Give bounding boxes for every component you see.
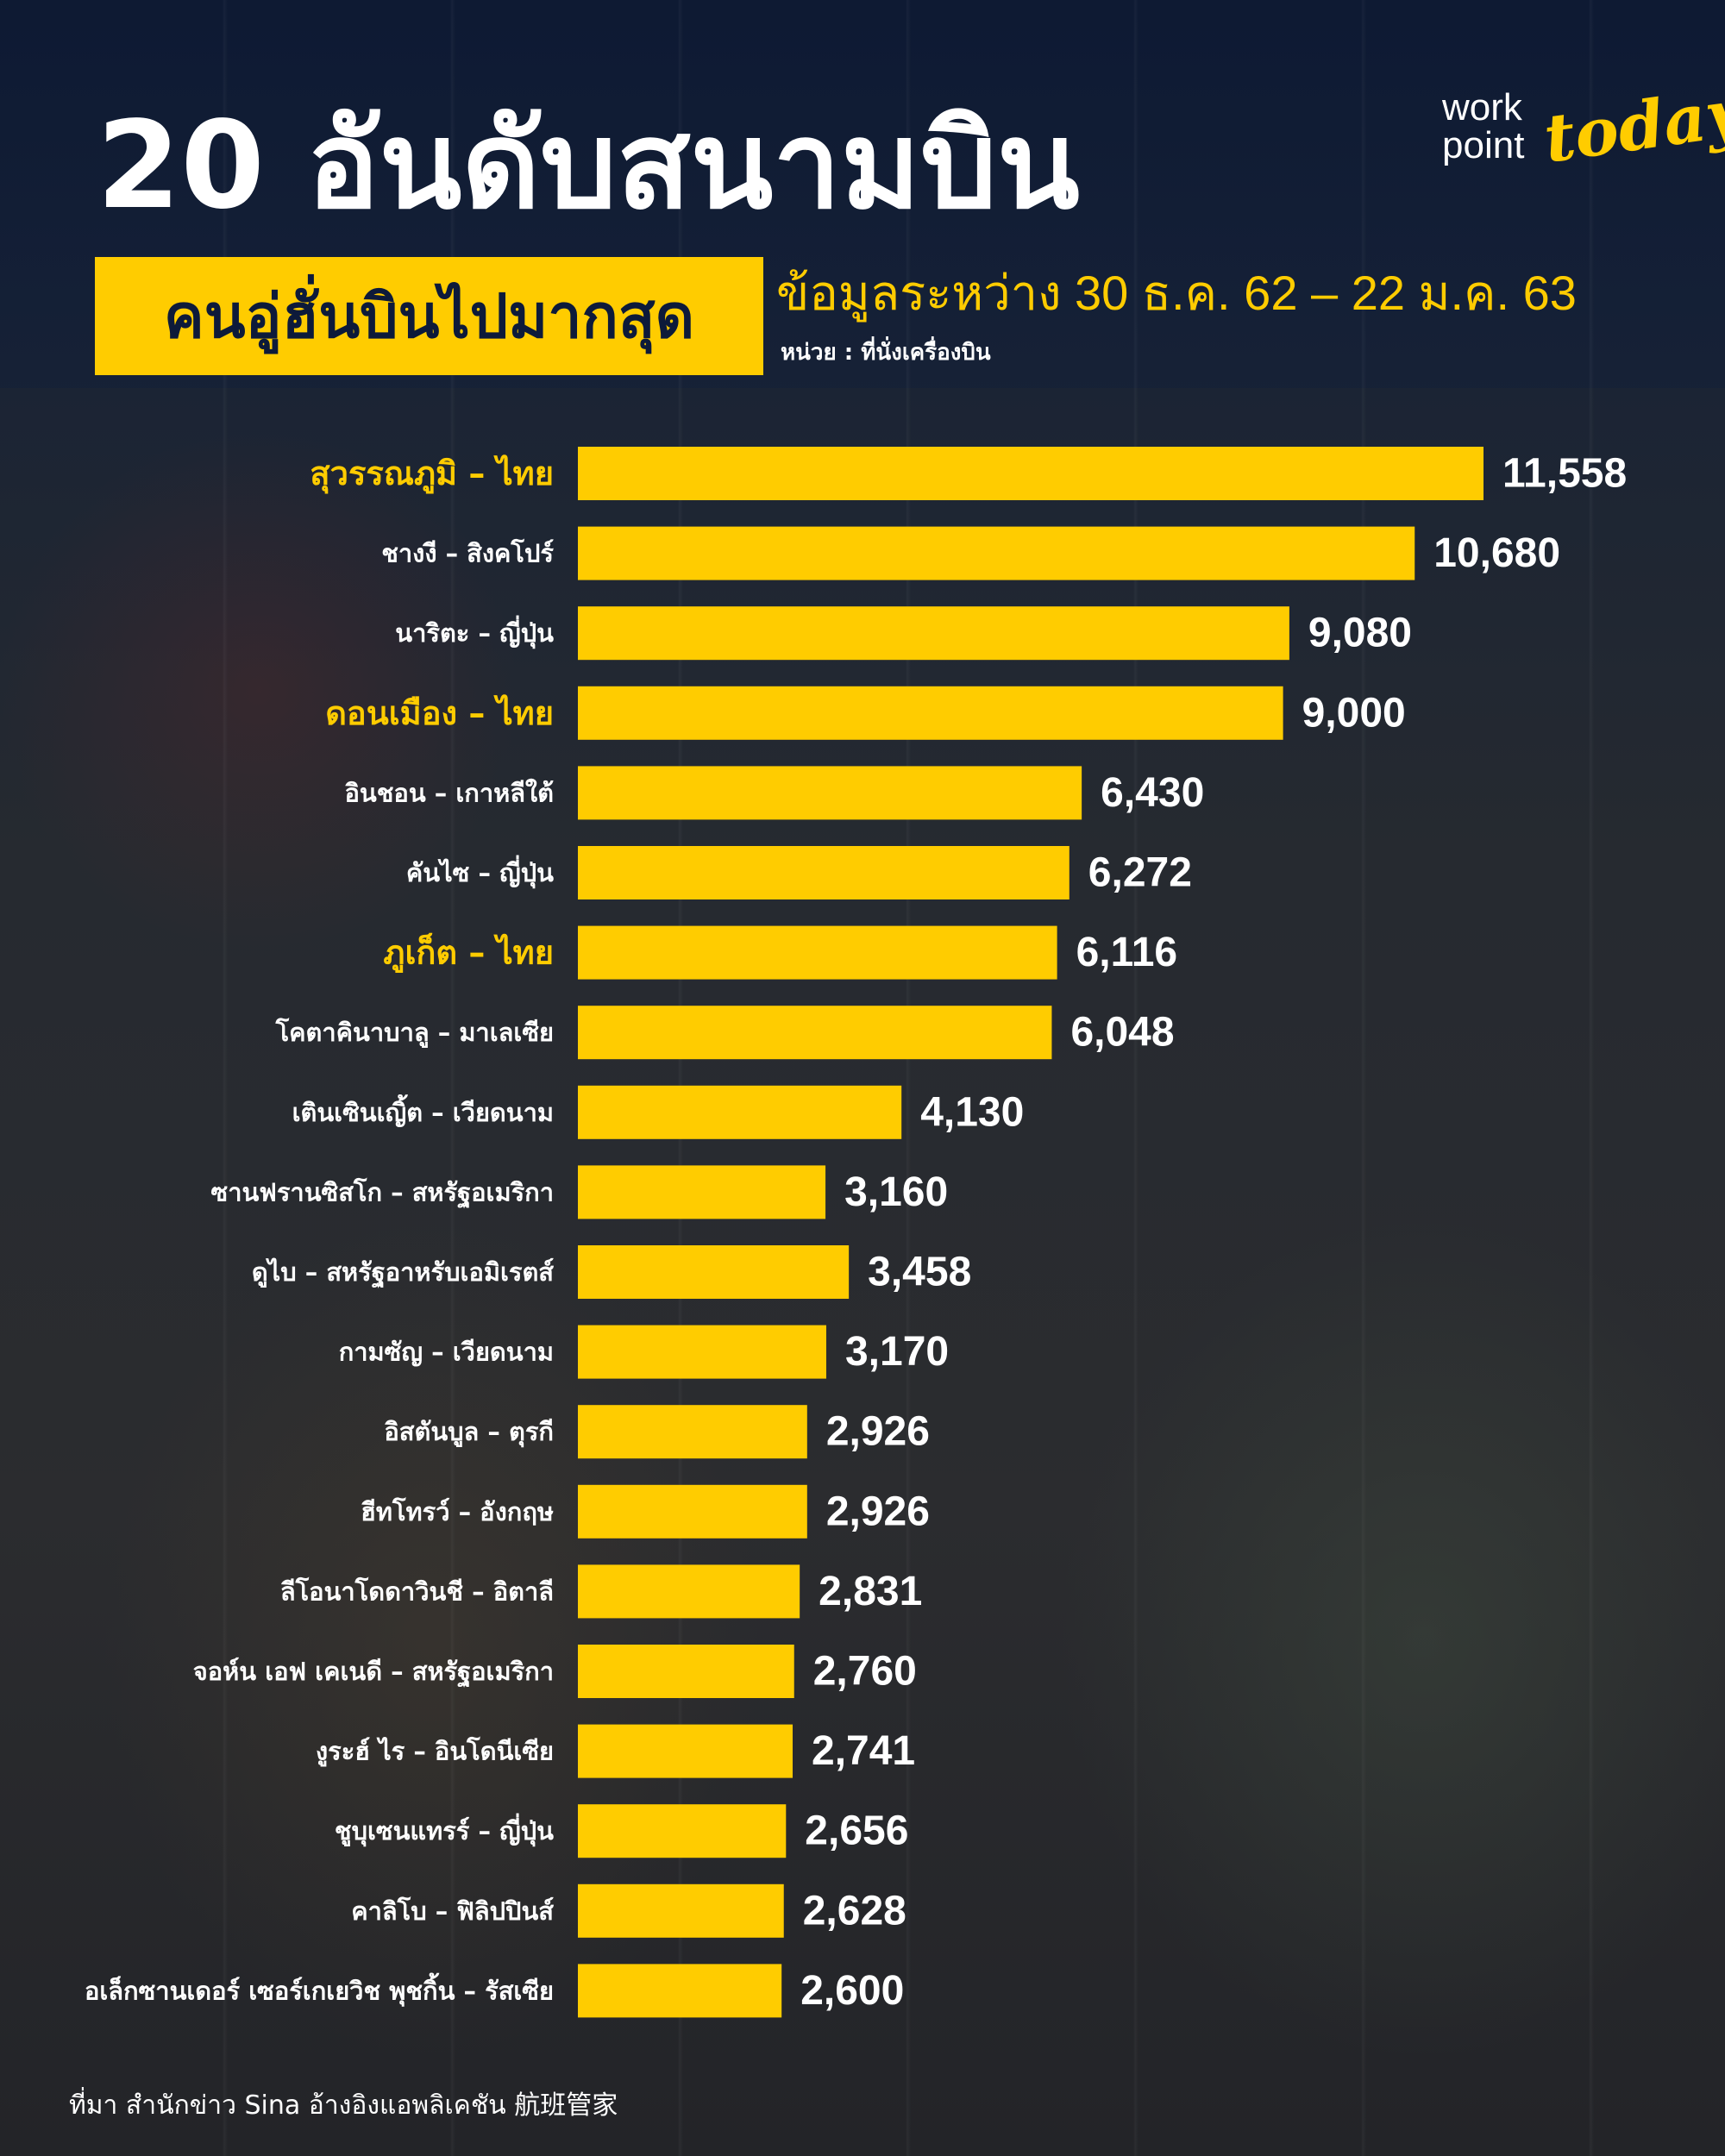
- bar: [578, 925, 1057, 980]
- category-label: อิสตันบูล – ตุรกี: [384, 1417, 554, 1447]
- category-label: อินชอน – เกาหลีใต้: [345, 778, 555, 807]
- category-label: คาลิโบ – ฟิลิปปินส์: [351, 1896, 554, 1926]
- category-label: ดอนเมือง – ไทย: [325, 694, 554, 732]
- value-label: 3,160: [844, 1169, 948, 1215]
- bar: [578, 846, 1070, 899]
- logo-point-text: point: [1442, 124, 1525, 166]
- bar: [578, 1325, 826, 1379]
- subtitle-banner: คนอู่ฮั่นบินไปมากสุด: [95, 257, 763, 375]
- bar: [578, 447, 1484, 500]
- data-period-note: ข้อมูลระหว่าง 30 ธ.ค. 62 – 22 ม.ค. 63: [776, 266, 1577, 320]
- bar: [578, 1883, 784, 1938]
- value-label: 2,760: [813, 1649, 917, 1695]
- bar: [578, 1724, 794, 1778]
- source-note: ที่มา สำนักข่าว Sina อ้างอิงแอพลิเคชัน 航…: [69, 2090, 618, 2121]
- value-label: 6,272: [1088, 850, 1192, 896]
- category-label: กามซัญ – เวียดนาม: [339, 1338, 554, 1368]
- bar: [578, 1006, 1052, 1060]
- category-label: โคตาคินาบาลู – มาเลเซีย: [275, 1017, 554, 1048]
- bar: [578, 1245, 850, 1299]
- value-label: 9,080: [1308, 611, 1412, 656]
- bar: [578, 1085, 902, 1139]
- value-label: 3,458: [868, 1250, 971, 1295]
- bar: [578, 526, 1415, 580]
- value-label: 6,116: [1076, 930, 1177, 975]
- bar: [578, 1964, 782, 2018]
- category-label: ดูไบ – สหรัฐอาหรับเอมิเรตส์: [252, 1257, 554, 1288]
- category-label: ลีโอนาโดดาวินชี – อิตาลี: [280, 1576, 554, 1606]
- subtitle-text: คนอู่ฮั่นบินไปมากสุด: [163, 281, 695, 352]
- bar: [578, 1484, 807, 1539]
- bar: [578, 766, 1082, 820]
- value-label: 2,656: [805, 1808, 908, 1854]
- bar: [578, 1645, 794, 1698]
- bar: [578, 1804, 787, 1858]
- category-label: เตินเซินเญิ้ต – เวียดนาม: [292, 1094, 554, 1128]
- value-label: 2,628: [803, 1888, 906, 1934]
- category-label: ภูเก็ต – ไทย: [383, 933, 554, 974]
- category-label: จอห์น เอฟ เคเนดี – สหรัฐอเมริกา: [193, 1657, 554, 1688]
- unit-note: หน่วย : ที่นั่งเครื่องบิน: [781, 340, 991, 366]
- bar: [578, 1165, 826, 1219]
- bar: [578, 686, 1283, 740]
- value-label: 9,000: [1302, 690, 1406, 736]
- value-label: 2,600: [800, 1968, 904, 2014]
- value-label: 10,680: [1433, 530, 1560, 576]
- bar: [578, 1564, 800, 1619]
- workpoint-today-logo: work point today: [1442, 73, 1725, 197]
- category-label: ชูบุเซนแทรร์ – ญี่ปุ่น: [335, 1813, 554, 1846]
- category-label: ซานฟรานซิสโก – สหรัฐอเมริกา: [211, 1176, 554, 1208]
- value-label: 2,741: [812, 1728, 915, 1774]
- page-title: 20 อันดับสนามบิน: [97, 96, 1080, 236]
- value-label: 11,558: [1502, 451, 1627, 497]
- logo-work-text: work: [1442, 86, 1522, 128]
- category-label: สุวรรณภูมิ – ไทย: [310, 454, 554, 494]
- value-label: 4,130: [920, 1089, 1024, 1135]
- category-label: นาริตะ – ญี่ปุ่น: [395, 615, 554, 649]
- bar: [578, 606, 1289, 661]
- category-label: งูระฮ์ ไร – อินโดนีเซีย: [316, 1736, 554, 1767]
- value-label: 6,430: [1101, 770, 1204, 816]
- category-label: คันไซ – ญี่ปุ่น: [406, 855, 554, 888]
- value-label: 2,926: [826, 1489, 930, 1534]
- value-label: 3,170: [845, 1329, 949, 1375]
- bar: [578, 1405, 807, 1459]
- value-label: 2,831: [819, 1569, 922, 1614]
- category-label: ชางงี – สิงคโปร์: [381, 538, 554, 568]
- value-label: 6,048: [1070, 1010, 1174, 1056]
- value-label: 2,926: [826, 1409, 930, 1455]
- category-label: ฮีทโทรว์ – อังกฤษ: [361, 1496, 554, 1526]
- category-label: อเล็กซานเดอร์ เซอร์เกเยวิช พุชกิ้น – รัส…: [85, 1971, 554, 2006]
